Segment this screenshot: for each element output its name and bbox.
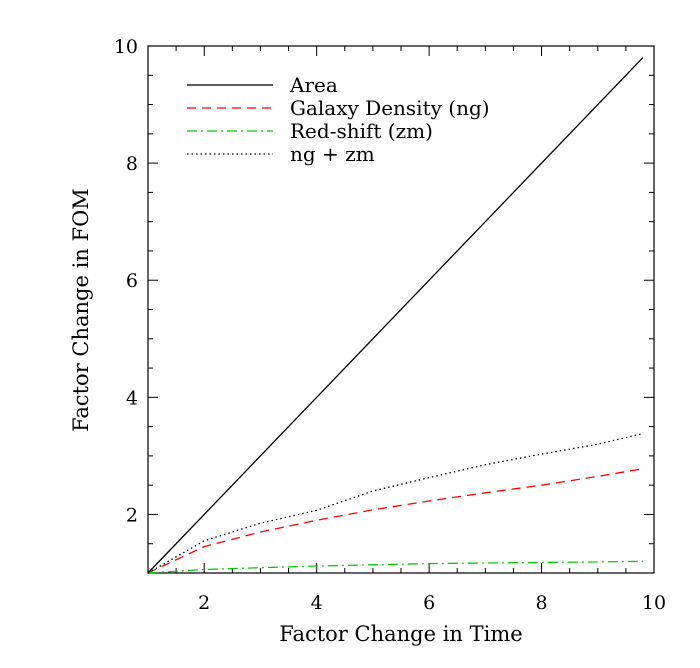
x-axis-label: Factor Change in Time — [279, 622, 522, 646]
x-tick-label: 2 — [198, 592, 210, 614]
x-tick-label: 10 — [642, 592, 666, 614]
series-line-ng-zm — [147, 432, 643, 574]
y-tick-label: 8 — [126, 153, 138, 175]
y-axis-label: Factor Change in FOM — [69, 188, 93, 432]
y-tick-label: 4 — [126, 387, 138, 409]
x-tick-label: 4 — [311, 592, 323, 614]
series-line-galaxy-density-ng — [147, 468, 643, 574]
legend-label: Area — [289, 73, 338, 97]
x-tick-label: 6 — [423, 592, 435, 614]
series-line-area — [147, 57, 644, 574]
y-tick-label: 2 — [126, 504, 138, 526]
series-line-red-shift-zm — [147, 560, 643, 574]
legend-label: Galaxy Density (ng) — [290, 96, 490, 120]
tick-labels: 2 4 6 8 10 2 4 6 8 10 — [114, 36, 666, 614]
legend-label: Red-shift (zm) — [290, 119, 433, 143]
axis-ticks — [147, 45, 655, 574]
data-series — [147, 57, 644, 574]
legend-label: ng + zm — [290, 142, 375, 166]
y-tick-label: 10 — [114, 36, 138, 58]
x-tick-label: 8 — [536, 592, 548, 614]
y-tick-label: 6 — [126, 270, 138, 292]
